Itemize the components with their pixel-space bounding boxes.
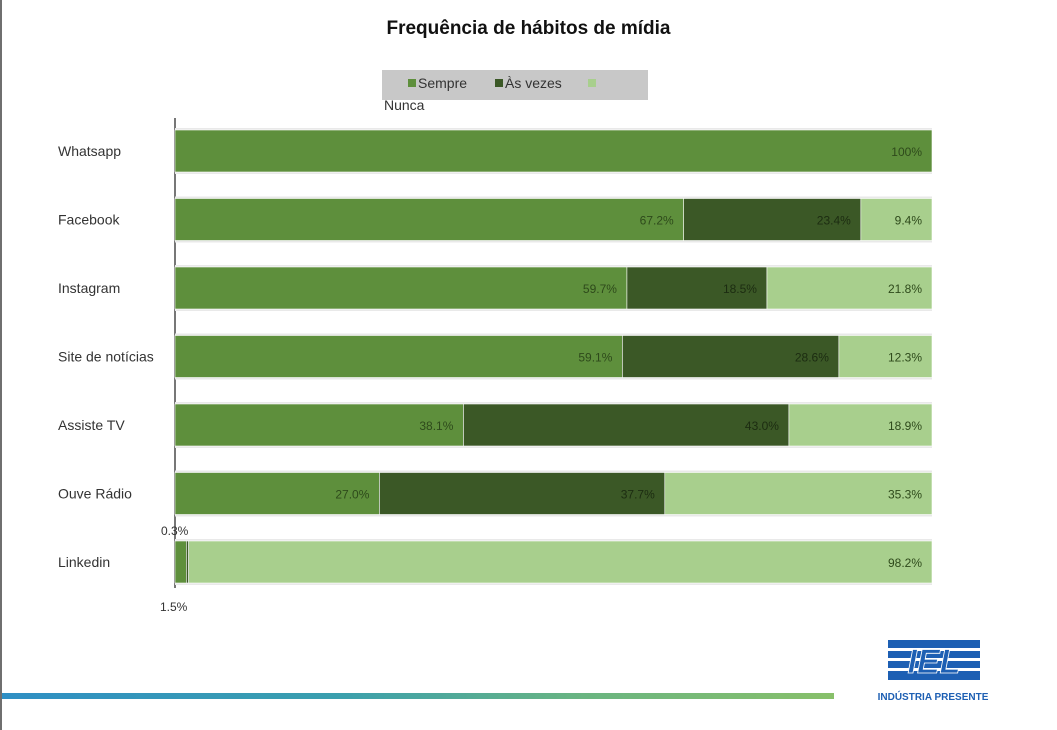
bar-segment-assiste-tv-2: [788, 403, 933, 447]
data-label-facebook-2: 9.4%: [895, 214, 923, 228]
category-label-whatsapp: Whatsapp: [58, 143, 121, 159]
svg-text:IEL: IEL: [908, 643, 961, 680]
data-label-whatsapp-0: 100%: [891, 145, 922, 159]
data-label-instagram-0: 59.7%: [583, 282, 617, 296]
bar-segment-instagram-2: [766, 266, 933, 310]
data-label-instagram-2: 21.8%: [888, 282, 922, 296]
data-label-ouve-radio-2: 35.3%: [888, 488, 922, 502]
category-label-assiste-tv: Assiste TV: [58, 417, 125, 433]
legend-swatch-nunca: [588, 79, 596, 87]
category-label-ouve-radio: Ouve Rádio: [58, 486, 132, 502]
data-label-site-de-noticias-2: 12.3%: [888, 351, 922, 365]
bar-segment-facebook-1: [683, 198, 862, 241]
bar-segment-instagram-1: [626, 266, 768, 310]
chart-legend: Sempre Às vezes Nunca: [382, 70, 648, 113]
category-label-linkedin: Linkedin: [58, 554, 110, 570]
legend-label-sempre: Sempre: [418, 75, 468, 91]
data-label-facebook-1: 23.4%: [817, 214, 851, 228]
bar-segment-linkedin-2: [188, 540, 933, 584]
category-label-site-de-noticias: Site de notícias: [58, 349, 154, 365]
footer-gradient-band: [2, 693, 834, 699]
data-label-linkedin-as-vezes-outside: 0.3%: [161, 524, 189, 538]
bar-segment-instagram-0: [174, 266, 628, 310]
bar-segment-site-de-noticias-2: [838, 335, 933, 378]
data-label-ouve-radio-1: 37.7%: [621, 488, 655, 502]
data-label-ouve-radio-0: 27.0%: [335, 488, 369, 502]
bar-segment-linkedin-1: [186, 540, 189, 584]
category-label-facebook: Facebook: [58, 212, 120, 228]
iel-logo: IEL INDÚSTRIA PRESENTE: [868, 640, 998, 708]
bar-segment-facebook-0: [174, 198, 685, 241]
bar-segment-assiste-tv-0: [174, 403, 464, 447]
data-label-assiste-tv-1: 43.0%: [745, 419, 779, 433]
logo-subtitle: INDÚSTRIA PRESENTE: [877, 692, 989, 703]
bar-segment-linkedin-0: [174, 540, 187, 584]
iel-logo-mark: IEL: [888, 640, 980, 680]
legend-swatch-as-vezes: [495, 79, 503, 87]
legend-swatch-sempre: [408, 79, 416, 87]
data-label-site-de-noticias-0: 59.1%: [578, 351, 612, 365]
data-label-facebook-0: 67.2%: [640, 214, 674, 228]
data-label-instagram-1: 18.5%: [723, 282, 757, 296]
data-label-linkedin-sempre-outside: 1.5%: [160, 600, 188, 614]
legend-label-as-vezes: Às vezes: [505, 75, 562, 91]
bar-segment-whatsapp-0: [174, 129, 933, 173]
data-label-linkedin-2: 98.2%: [888, 556, 922, 570]
bar-segment-site-de-noticias-0: [174, 335, 623, 378]
category-label-instagram: Instagram: [58, 280, 120, 296]
bar-segment-ouve-radio-1: [379, 472, 666, 515]
chart-title: Frequência de hábitos de mídia: [386, 18, 671, 39]
bar-segment-ouve-radio-2: [664, 472, 933, 515]
data-label-assiste-tv-2: 18.9%: [888, 419, 922, 433]
left-border-line: [0, 0, 2, 730]
data-label-site-de-noticias-1: 28.6%: [795, 351, 829, 365]
legend-label-nunca: Nunca: [384, 97, 425, 113]
bar-segment-assiste-tv-1: [463, 403, 790, 447]
bar-segment-facebook-2: [860, 198, 933, 241]
data-label-assiste-tv-0: 38.1%: [419, 419, 453, 433]
